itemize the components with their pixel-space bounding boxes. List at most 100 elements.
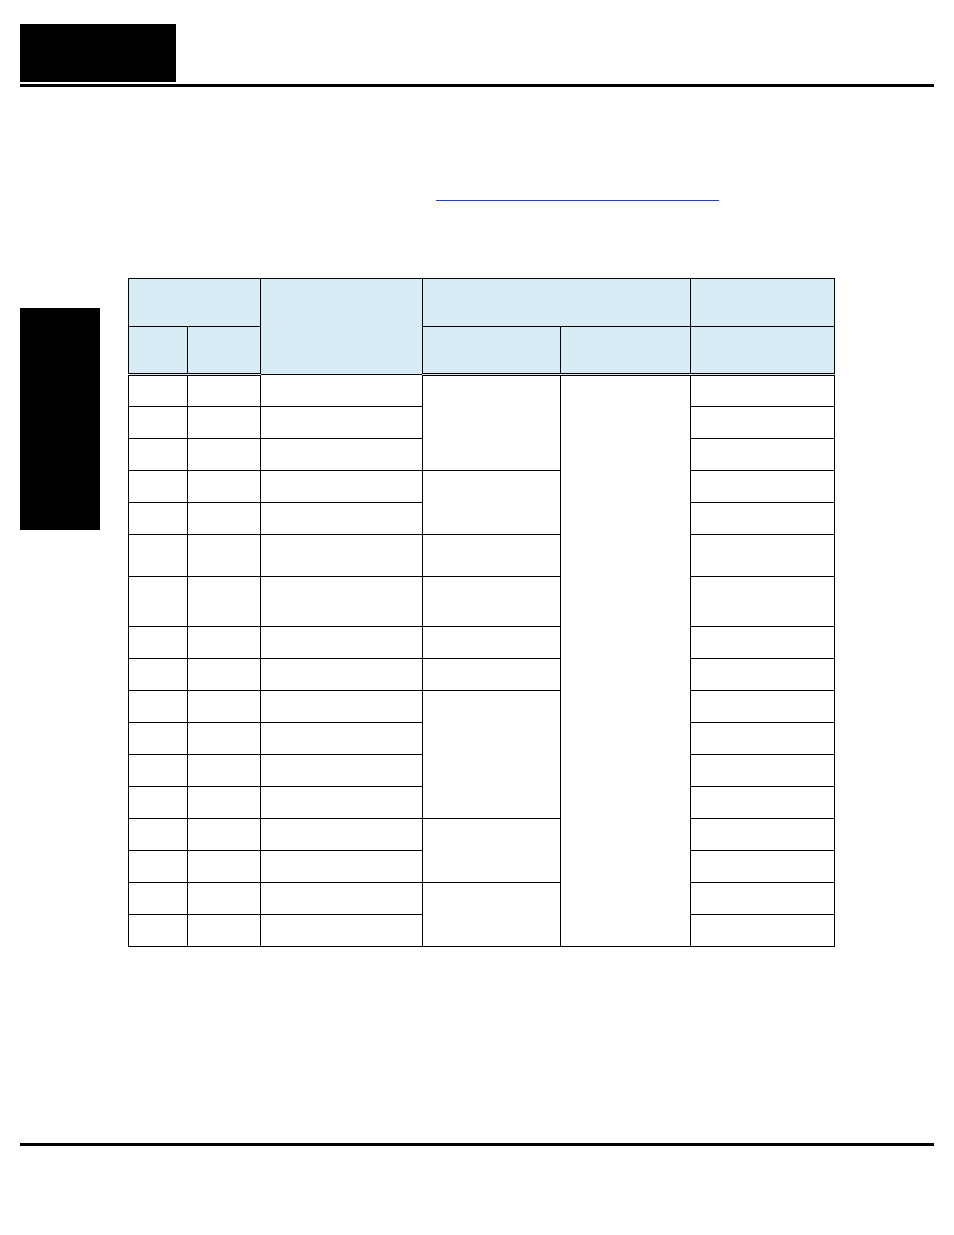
table-cell — [423, 577, 561, 627]
table-header — [129, 279, 835, 375]
table-cell — [261, 755, 423, 787]
table-cell — [691, 627, 835, 659]
table-cell — [129, 723, 188, 755]
table-cell — [691, 755, 835, 787]
table-cell — [691, 787, 835, 819]
table-cell — [188, 819, 261, 851]
table-row — [129, 471, 835, 503]
table-cell — [188, 627, 261, 659]
table-cell — [261, 915, 423, 947]
table-cell — [188, 535, 261, 577]
table-cell — [423, 535, 561, 577]
table-cell — [129, 577, 188, 627]
side-tab — [20, 308, 100, 530]
table-cell — [188, 915, 261, 947]
page-root — [0, 0, 954, 1235]
table-cell — [129, 787, 188, 819]
table-cell — [188, 755, 261, 787]
table-header-cell — [129, 327, 188, 375]
table-cell — [129, 851, 188, 883]
table-row — [129, 375, 835, 407]
table-row — [129, 535, 835, 577]
table-cell — [691, 471, 835, 503]
table-cell — [423, 627, 561, 659]
table-cell — [691, 723, 835, 755]
table-cell — [188, 723, 261, 755]
table-cell — [691, 851, 835, 883]
table-cell — [261, 407, 423, 439]
table-cell — [188, 407, 261, 439]
table-header-cell — [129, 279, 261, 327]
table-cell — [691, 535, 835, 577]
table-cell — [188, 471, 261, 503]
table-cell — [188, 851, 261, 883]
table-cell — [261, 819, 423, 851]
table-row — [129, 691, 835, 723]
rule-top — [20, 84, 934, 87]
table-cell — [261, 577, 423, 627]
rule-bottom — [20, 1143, 934, 1146]
table-cell — [261, 627, 423, 659]
table-cell — [691, 407, 835, 439]
table-cell — [129, 915, 188, 947]
table-cell — [188, 375, 261, 407]
table-cell — [261, 851, 423, 883]
table-body — [129, 375, 835, 947]
table-row — [129, 627, 835, 659]
table-cell — [129, 503, 188, 535]
table-cell — [261, 691, 423, 723]
table-cell — [261, 787, 423, 819]
table-cell — [261, 659, 423, 691]
table-cell — [129, 439, 188, 471]
table-cell — [691, 659, 835, 691]
table-cell — [423, 659, 561, 691]
table-cell — [261, 471, 423, 503]
table-cell — [188, 787, 261, 819]
table-cell — [691, 819, 835, 851]
table-header-cell — [691, 279, 835, 327]
table-cell — [691, 691, 835, 723]
header-block — [20, 24, 176, 82]
table-header-cell — [423, 279, 691, 327]
table-cell — [261, 375, 423, 407]
table-cell — [423, 819, 561, 883]
table-row — [129, 577, 835, 627]
table-cell — [691, 577, 835, 627]
table-header-cell — [691, 327, 835, 375]
table-cell — [129, 659, 188, 691]
table-cell — [129, 691, 188, 723]
table-row — [129, 659, 835, 691]
table-cell — [691, 503, 835, 535]
table-cell — [129, 407, 188, 439]
table-cell — [423, 375, 561, 471]
table-header-cell — [423, 327, 561, 375]
table-cell — [188, 577, 261, 627]
table-cell — [129, 375, 188, 407]
table-cell — [129, 627, 188, 659]
data-table — [128, 278, 835, 947]
table-cell — [691, 375, 835, 407]
table-cell — [188, 503, 261, 535]
table-cell — [691, 883, 835, 915]
table-cell — [423, 691, 561, 819]
table-cell — [691, 915, 835, 947]
table-cell — [261, 723, 423, 755]
table-cell — [129, 755, 188, 787]
table-header-cell — [561, 327, 691, 375]
table-cell — [423, 471, 561, 535]
table-cell — [561, 375, 691, 947]
table-cell — [129, 883, 188, 915]
hyperlink-underline[interactable] — [436, 200, 719, 201]
table-header-cell — [261, 279, 423, 375]
table-cell — [423, 883, 561, 947]
table-cell — [188, 659, 261, 691]
table-header-cell — [188, 327, 261, 375]
table-cell — [261, 535, 423, 577]
table-cell — [188, 883, 261, 915]
table-cell — [129, 819, 188, 851]
table-cell — [261, 439, 423, 471]
table-cell — [188, 691, 261, 723]
table-cell — [261, 883, 423, 915]
table-cell — [261, 503, 423, 535]
table-cell — [691, 439, 835, 471]
